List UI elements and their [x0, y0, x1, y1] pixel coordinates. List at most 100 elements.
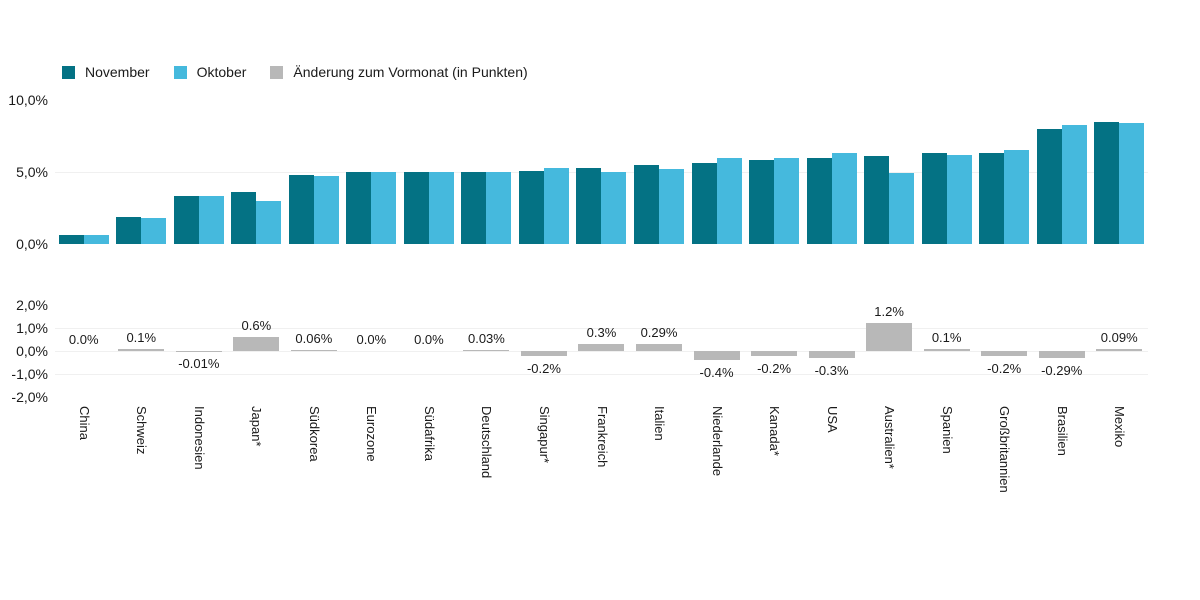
bar-change — [923, 348, 970, 351]
bar-oktober — [256, 200, 282, 244]
bottom-axis-tick-label: -2,0% — [11, 389, 48, 405]
bottom-axis-tick-label: 1,0% — [16, 320, 48, 336]
bar-group-Frankreich — [573, 100, 631, 244]
bar-november — [1094, 121, 1120, 244]
bar-group-Brasilien — [1033, 100, 1091, 244]
bar-november — [921, 153, 947, 244]
top-axis-tick-label: 5,0% — [16, 164, 48, 180]
top-chart-plot — [55, 100, 1148, 244]
bar-november — [461, 171, 487, 244]
bar-group-Australien* — [860, 100, 918, 244]
change-value-label: 0.3% — [586, 325, 617, 341]
bar-change — [751, 351, 798, 356]
x-axis-label: Australien* — [882, 406, 898, 469]
bottom-axis-tick-label: 0,0% — [16, 343, 48, 359]
legend: November Oktober Änderung zum Vormonat (… — [62, 64, 552, 80]
bar-group-Südafrika — [400, 100, 458, 244]
legend-item-november: November — [62, 64, 150, 80]
bar-change — [578, 344, 625, 351]
bar-group-Schweiz — [113, 100, 171, 244]
bar-group-Japan* — [228, 100, 286, 244]
bar-november — [518, 170, 544, 244]
bar-november — [58, 235, 84, 244]
x-axis-label: Spanien — [939, 406, 955, 454]
bar-group-USA — [803, 100, 861, 244]
change-value-label: 0.1% — [931, 329, 962, 345]
change-value-label: 0.6% — [241, 318, 272, 334]
bar-change — [693, 351, 740, 361]
change-group-Italien: 0.29% — [630, 305, 688, 397]
bar-oktober — [1061, 124, 1087, 244]
bar-november — [979, 153, 1005, 244]
bar-oktober — [486, 172, 512, 244]
change-value-label: -0.3% — [814, 362, 849, 378]
change-value-label: -0.2% — [526, 360, 561, 376]
change-value-label: 0.06% — [295, 330, 333, 346]
change-value-label: 0.0% — [414, 332, 444, 347]
bar-group-Indonesien — [170, 100, 228, 244]
change-value-label: 0.0% — [68, 332, 99, 347]
bar-november — [288, 174, 314, 244]
bar-oktober — [716, 157, 742, 244]
bar-november — [173, 196, 199, 244]
bar-group-Eurozone — [343, 100, 401, 244]
change-group-Singapur*: -0.2% — [515, 305, 573, 397]
change-group-Südafrika: 0.0% — [400, 305, 458, 397]
x-axis-label: Mexiko — [1112, 406, 1128, 448]
bar-november — [576, 167, 602, 244]
change-group-Mexiko: 0.09% — [1090, 305, 1148, 397]
change-group-Südkorea: 0.06% — [285, 305, 343, 397]
oktober-swatch-icon — [173, 65, 187, 79]
change-value-label: 0.03% — [467, 331, 505, 347]
change-group-Japan*: 0.6% — [228, 305, 286, 397]
change-value-label: -0.01% — [178, 356, 220, 372]
bar-change — [520, 351, 567, 356]
bar-group-Südkorea — [285, 100, 343, 244]
bar-group-Niederlande — [688, 100, 746, 244]
x-axis-label: Indonesien — [191, 406, 207, 470]
top-axis-tick-label: 0,0% — [16, 236, 48, 252]
top-axis-tick-label: 10,0% — [8, 92, 48, 108]
change-value-label: 0.29% — [640, 325, 678, 341]
legend-label-november: November — [85, 64, 150, 80]
x-axis-label: Deutschland — [479, 406, 495, 479]
x-axis-label: Schweiz — [134, 406, 150, 455]
bar-november — [1036, 128, 1062, 244]
change-value-label: 0.0% — [356, 332, 387, 347]
change-group-Australien*: 1.2% — [860, 304, 918, 397]
gridline — [55, 374, 1148, 375]
change-value-label: 0.09% — [1100, 329, 1138, 345]
change-group-USA: -0.3% — [803, 305, 861, 397]
bar-november — [634, 164, 659, 244]
bar-change — [866, 323, 913, 351]
change-value-label: 0.1% — [126, 329, 157, 345]
legend-item-oktober: Oktober — [173, 64, 247, 80]
x-axis-label: Großbritannien — [997, 406, 1013, 493]
change-group-Spanien: 0.1% — [918, 305, 976, 397]
change-group-Eurozone: 0.0% — [343, 305, 401, 397]
legend-label-aenderung: Änderung zum Vormonat (in Punkten) — [293, 64, 528, 80]
bar-change — [463, 350, 510, 351]
change-value-label: -0.2% — [987, 360, 1022, 376]
x-axis-label: Südafrika — [421, 406, 437, 461]
x-axis-label: Eurozone — [364, 406, 380, 462]
x-axis-label: Singapur* — [536, 406, 552, 464]
bar-november — [749, 160, 775, 244]
x-axis-label: Brasilien — [1054, 406, 1070, 456]
bar-november — [116, 216, 142, 244]
bar-change — [808, 351, 855, 358]
bar-change — [981, 351, 1028, 356]
legend-label-oktober: Oktober — [196, 64, 247, 80]
bar-november — [346, 172, 372, 244]
bar-change — [233, 337, 280, 351]
bar-november — [806, 157, 832, 244]
aenderung-swatch-icon — [270, 65, 284, 79]
bar-oktober — [198, 196, 224, 244]
bar-oktober — [831, 153, 857, 244]
bar-oktober — [83, 235, 109, 244]
change-group-Frankreich: 0.3% — [573, 305, 631, 397]
change-value-label: -0.4% — [699, 365, 734, 381]
bottom-chart-plot: 0.0% 0.1% -0.01% 0.6% 0.06% 0.0% 0.0% 0.03% -0.2… — [55, 304, 1148, 397]
bar-oktober — [428, 172, 454, 244]
change-group-Kanada*: -0.2% — [745, 305, 803, 397]
